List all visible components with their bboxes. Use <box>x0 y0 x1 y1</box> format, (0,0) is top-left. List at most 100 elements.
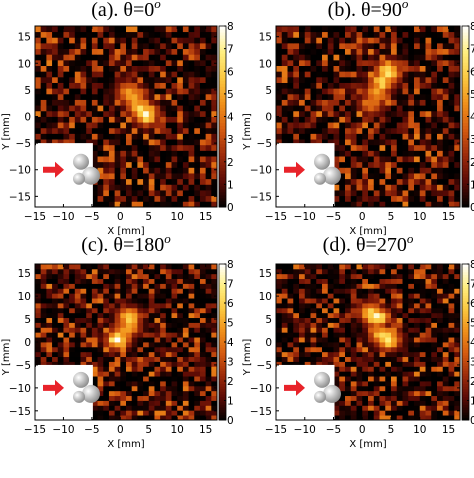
heatmap-cell <box>46 278 53 284</box>
colorbar-segment <box>219 297 226 301</box>
heatmap-cell <box>143 59 150 66</box>
heatmap-cell <box>143 381 150 387</box>
heatmap-cell <box>91 381 98 387</box>
heatmap-cell <box>333 273 340 280</box>
heatmap-cell <box>171 133 178 140</box>
heatmap-cell <box>281 59 288 66</box>
heatmap-cell <box>126 195 133 202</box>
heatmap-cell <box>356 110 363 117</box>
heatmap-cell <box>69 327 76 333</box>
heatmap-cell <box>276 99 283 106</box>
heatmap-cell <box>287 351 294 358</box>
heatmap-cell <box>437 105 444 112</box>
heatmap-cell <box>103 332 110 338</box>
heatmap-cell <box>322 42 329 50</box>
heatmap-cell <box>368 356 375 362</box>
heatmap-cell <box>171 317 178 323</box>
heatmap-cell <box>276 48 283 55</box>
heatmap-cell <box>97 381 104 387</box>
heatmap-cell <box>143 390 150 397</box>
heatmap-cell <box>154 303 161 309</box>
heatmap-cell <box>97 376 104 382</box>
colorbar-tick-label: 8 <box>227 21 234 33</box>
heatmap-cell <box>160 105 167 112</box>
heatmap-cell <box>414 59 421 66</box>
heatmap-cell <box>448 322 455 328</box>
heatmap-cell <box>385 273 392 280</box>
heatmap-cell <box>431 366 438 372</box>
heatmap-cell <box>356 150 363 157</box>
heatmap-cell <box>188 93 195 100</box>
heatmap-cell <box>52 99 59 106</box>
heatmap-cell <box>293 122 300 129</box>
heatmap-cell <box>188 201 195 208</box>
heatmap-cell <box>299 54 306 61</box>
heatmap-cell <box>310 42 317 50</box>
heatmap-cell <box>80 88 87 95</box>
heatmap-cell <box>431 298 438 304</box>
heatmap-cell <box>276 127 283 134</box>
heatmap-cell <box>131 184 138 191</box>
heatmap-cell <box>91 116 98 123</box>
heatmap-cell <box>414 337 421 343</box>
heatmap-cell <box>74 127 81 134</box>
heatmap-cell <box>160 139 167 146</box>
heatmap-cell <box>339 288 346 294</box>
heatmap-cell <box>425 337 432 343</box>
heatmap-cell <box>368 48 375 55</box>
heatmap-cell <box>194 390 201 397</box>
heatmap-cell <box>35 312 42 319</box>
heatmap-cell <box>350 400 357 406</box>
heatmap-cell <box>182 48 189 55</box>
heatmap-cell <box>177 150 184 157</box>
heatmap-cell <box>160 173 167 180</box>
heatmap-cell <box>379 346 386 353</box>
heatmap-cell <box>160 201 167 208</box>
heatmap-cell <box>154 133 161 140</box>
heatmap-cell <box>182 201 189 208</box>
heatmap-cell <box>40 346 47 353</box>
heatmap-cell <box>120 139 127 146</box>
heatmap-cell <box>165 31 172 38</box>
heatmap-cell <box>385 307 392 314</box>
heatmap-cell <box>276 322 283 328</box>
heatmap-cell <box>276 303 283 309</box>
heatmap-cell <box>46 268 53 275</box>
heatmap-cell <box>137 48 144 55</box>
heatmap-cell <box>126 366 133 372</box>
heatmap-cell <box>345 293 352 299</box>
heatmap-cell <box>114 99 121 106</box>
y-tick-label: 15 <box>18 268 31 280</box>
heatmap-cell <box>425 150 432 157</box>
heatmap-cell <box>177 268 184 275</box>
heatmap-cell <box>40 82 47 89</box>
heatmap-cell <box>368 400 375 406</box>
heatmap-cell <box>80 54 87 61</box>
heatmap-cell <box>373 195 380 202</box>
heatmap-cell <box>120 110 127 117</box>
heatmap-cell <box>188 278 195 284</box>
heatmap-cell <box>165 178 172 185</box>
heatmap-cell <box>154 31 161 38</box>
heatmap-cell <box>287 37 294 44</box>
heatmap-cell <box>345 127 352 134</box>
heatmap-cell <box>310 122 317 129</box>
heatmap-cell <box>293 88 300 95</box>
heatmap-cell <box>131 127 138 134</box>
heatmap-cell <box>327 139 334 146</box>
heatmap-cell <box>431 76 438 83</box>
colorbar-segment <box>219 119 226 124</box>
heatmap-cell <box>46 332 53 338</box>
heatmap-cell <box>396 332 403 338</box>
heatmap-cell <box>362 116 369 123</box>
heatmap-cell <box>385 346 392 353</box>
heatmap-cell <box>160 283 167 289</box>
heatmap-cell <box>126 264 133 270</box>
heatmap-cell <box>327 54 334 61</box>
heatmap-cell <box>86 110 93 117</box>
heatmap-cell <box>454 37 461 44</box>
heatmap-cell <box>182 184 189 191</box>
colorbar-segment <box>462 316 469 320</box>
heatmap-cell <box>442 195 449 202</box>
colorbar-segment <box>219 347 226 351</box>
